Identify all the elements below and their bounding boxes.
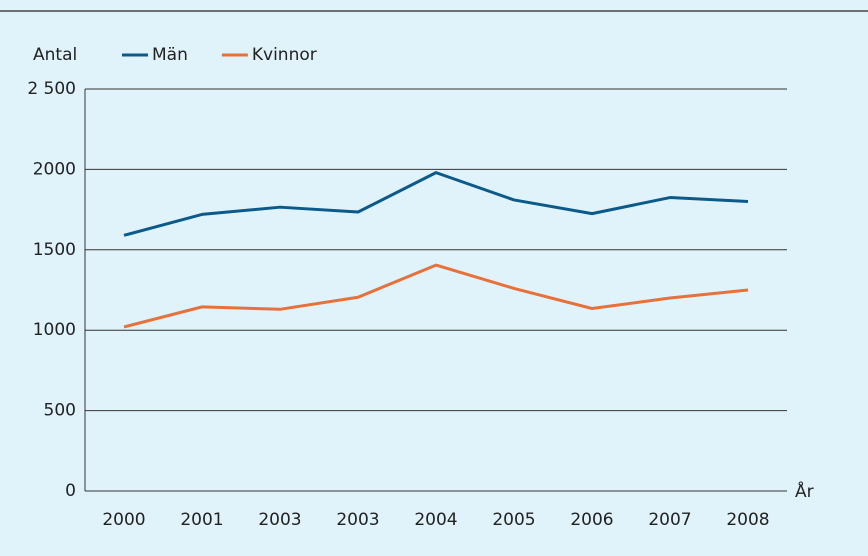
- y-tick-label: 2 500: [27, 79, 76, 99]
- legend-label: Män: [152, 45, 188, 65]
- x-tick-label: 2006: [570, 510, 613, 530]
- y-tick-label: 1000: [33, 320, 76, 340]
- x-tick-label: 2008: [726, 510, 769, 530]
- series-line: [123, 171, 749, 237]
- x-tick-label: 2000: [102, 510, 145, 530]
- y-tick-label: 500: [44, 401, 76, 421]
- y-tick-label: 1500: [33, 240, 76, 260]
- y-tick-label: 2000: [33, 159, 76, 179]
- x-tick-label: 2007: [648, 510, 691, 530]
- x-tick-label: 2003: [336, 510, 379, 530]
- x-axis-label: År: [795, 480, 814, 502]
- x-tick-label: 2005: [492, 510, 535, 530]
- x-tick-label: 2003: [258, 510, 301, 530]
- x-tick-label: 2004: [414, 510, 457, 530]
- y-tick-label: 0: [65, 481, 76, 501]
- y-axis-label: Antal: [33, 45, 77, 65]
- series-line: [123, 263, 749, 329]
- x-tick-label: 2001: [180, 510, 223, 530]
- legend-label: Kvinnor: [252, 45, 317, 65]
